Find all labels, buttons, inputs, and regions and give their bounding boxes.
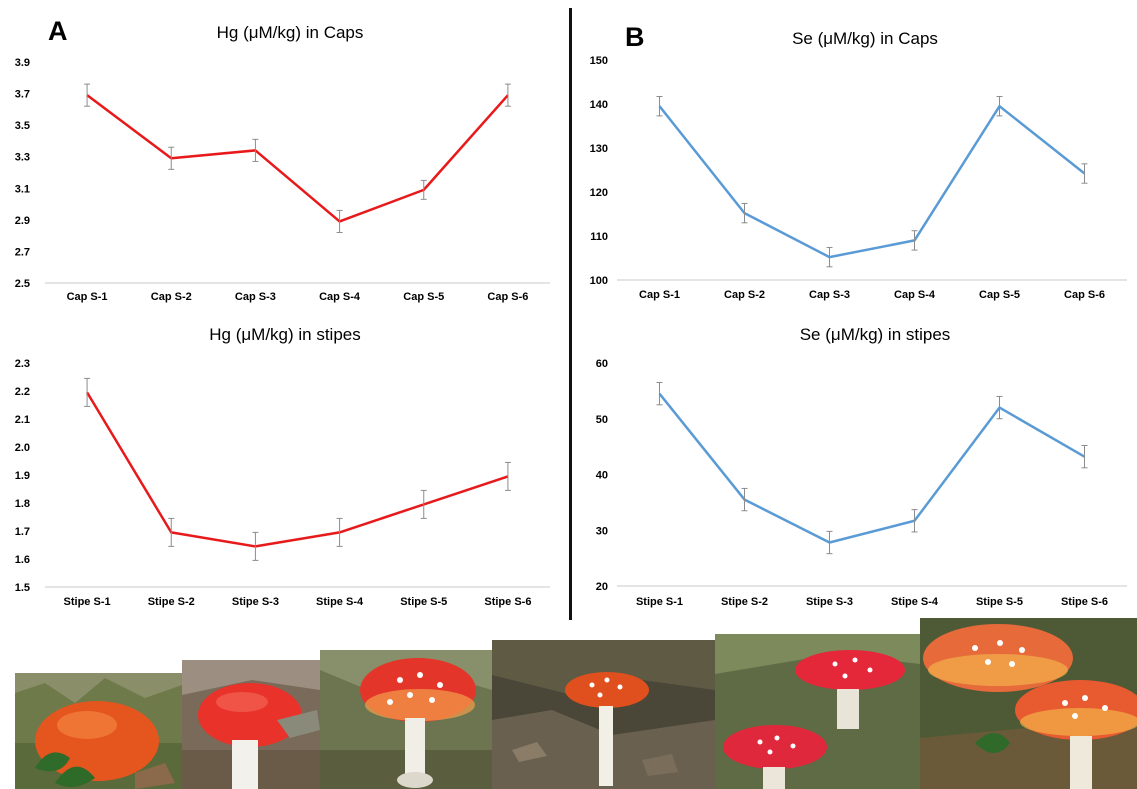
x-tick-label: Stipe S-4 [891,596,939,608]
y-tick-label: 50 [596,414,608,426]
x-tick-label: Cap S-3 [809,289,850,301]
y-tick-label: 150 [590,55,608,67]
y-tick-label: 3.1 [15,183,30,195]
chart-title: Hg (μM/kg) in stipes [209,325,361,344]
mushroom-photo-2 [182,660,320,789]
y-tick-label: 40 [596,470,608,482]
y-tick-label: 2.2 [15,386,30,398]
x-tick-label: Cap S-1 [639,289,680,301]
mushroom-photo-6 [920,618,1137,789]
mushroom-photo-5 [715,634,920,789]
y-tick-label: 120 [590,187,608,199]
series-line [658,392,1086,544]
x-tick-label: Stipe S-5 [400,596,447,608]
x-tick-label: Stipe S-3 [806,596,853,608]
y-tick-label: 3.5 [15,120,30,132]
x-tick-label: Stipe S-4 [316,596,364,608]
x-tick-label: Stipe S-2 [148,596,195,608]
y-tick-label: 100 [590,275,608,287]
y-tick-label: 130 [590,143,608,155]
x-tick-label: Cap S-2 [724,289,765,301]
y-tick-label: 110 [590,231,608,243]
panel-divider [569,8,572,620]
y-tick-label: 140 [590,99,608,111]
x-tick-label: Stipe S-3 [232,596,279,608]
mushroom-photo-3 [320,650,492,789]
y-tick-label: 1.9 [15,470,30,482]
y-tick-label: 1.7 [15,526,30,538]
series-line [658,104,1086,259]
x-tick-label: Cap S-4 [894,289,936,301]
se-caps-chart: Se (μM/kg) in Caps 100 110 120 130 140 150 Cap … [590,29,1127,301]
x-tick-label: Stipe S-6 [1061,596,1108,608]
y-tick-label: 2.7 [15,246,30,258]
x-tick-label: Cap S-6 [1064,289,1105,301]
series-line [86,94,509,223]
x-tick-label: Stipe S-1 [636,596,683,608]
y-tick-label: 2.5 [15,278,30,290]
hg-caps-chart: Hg (μM/kg) in Caps 2.5 2.7 2.9 3.1 3.3 3.5 3.7 3… [15,23,550,303]
x-tick-label: Cap S-4 [319,291,361,303]
x-tick-label: Cap S-2 [151,291,192,303]
y-tick-label: 2.3 [15,358,30,370]
chart-title: Se (μM/kg) in Caps [792,29,938,48]
y-tick-label: 20 [596,581,608,593]
mushroom-photo-1 [15,673,182,789]
chart-title: Hg (μM/kg) in Caps [217,23,364,42]
chart-title: Se (μM/kg) in stipes [800,325,951,344]
hg-stipes-chart: Hg (μM/kg) in stipes 1.5 1.6 1.7 1.8 1.9 2.0 2.… [15,325,550,608]
x-tick-label: Cap S-5 [979,289,1020,301]
x-tick-label: Cap S-6 [487,291,528,303]
y-tick-label: 30 [596,525,608,537]
y-tick-label: 1.5 [15,582,30,594]
mushroom-photo-4 [492,640,715,789]
y-tick-label: 2.9 [15,215,30,227]
x-tick-label: Cap S-5 [403,291,444,303]
y-tick-label: 3.3 [15,152,30,164]
x-tick-label: Stipe S-2 [721,596,768,608]
y-tick-label: 2.0 [15,442,30,454]
y-tick-label: 60 [596,358,608,370]
x-tick-label: Cap S-1 [67,291,108,303]
y-tick-label: 1.8 [15,498,30,510]
x-tick-label: Cap S-3 [235,291,276,303]
x-tick-label: Stipe S-5 [976,596,1023,608]
se-stipes-chart: Se (μM/kg) in stipes 20 30 40 50 60 Stipe S-1 S… [596,325,1127,608]
x-tick-label: Stipe S-1 [64,596,111,608]
series-line [86,391,509,548]
y-tick-label: 3.7 [15,89,30,101]
x-tick-label: Stipe S-6 [484,596,531,608]
panel-label-b: B [625,22,645,52]
panel-label-a: A [48,16,68,46]
y-tick-label: 2.1 [15,414,30,426]
y-tick-label: 3.9 [15,57,30,69]
y-tick-label: 1.6 [15,554,30,566]
